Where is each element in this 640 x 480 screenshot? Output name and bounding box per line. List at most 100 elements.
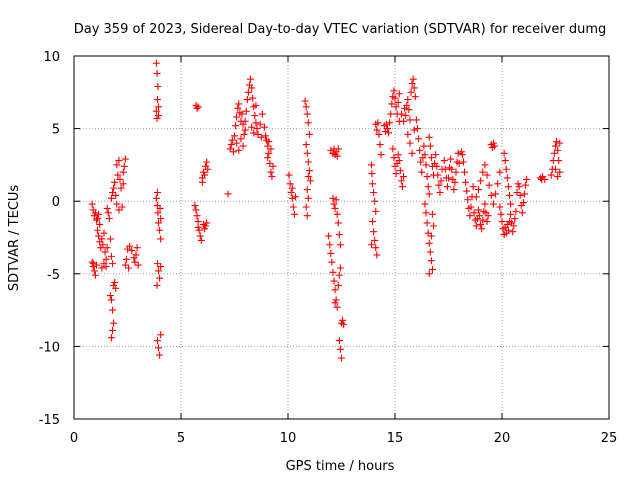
data-point-plus: [406, 116, 414, 124]
data-point-plus: [396, 167, 404, 175]
data-point-plus: [232, 122, 240, 130]
data-point-plus: [201, 171, 209, 179]
data-point-plus: [264, 142, 272, 150]
chart-title: Day 359 of 2023, Sidereal Day-to-day VTE…: [74, 22, 607, 37]
data-point-plus: [552, 165, 559, 173]
data-point-plus: [266, 159, 274, 167]
data-point-plus: [400, 117, 408, 125]
data-point-plus: [285, 171, 293, 179]
data-point-plus: [556, 168, 564, 176]
y-tick-label: -15: [39, 413, 60, 428]
data-point-plus: [233, 139, 241, 147]
data-point-plus: [94, 226, 102, 234]
data-point-plus: [547, 171, 555, 179]
data-point-plus: [447, 155, 455, 163]
data-point-plus: [408, 149, 416, 157]
data-point-plus: [153, 188, 161, 196]
data-point-plus: [415, 135, 423, 143]
data-point-plus: [254, 130, 262, 138]
data-point-plus: [477, 177, 485, 185]
data-point-plus: [154, 82, 162, 90]
data-point-plus: [334, 145, 342, 153]
data-point-plus: [152, 194, 160, 202]
data-point-plus: [121, 261, 129, 269]
data-point-plus: [302, 203, 310, 211]
x-tick-label: 0: [70, 431, 78, 446]
data-point-plus: [331, 204, 339, 212]
data-point-plus: [340, 321, 348, 329]
data-point-plus: [402, 112, 410, 120]
data-point-plus: [497, 210, 505, 218]
data-point-plus: [269, 162, 277, 170]
data-point-plus: [454, 149, 462, 157]
data-point-plus: [470, 209, 478, 217]
data-point-plus: [333, 152, 341, 160]
data-point-plus: [412, 116, 420, 124]
data-point-plus: [289, 203, 297, 211]
data-point-plus: [432, 151, 440, 159]
data-point-plus: [338, 354, 345, 362]
data-point-plus: [478, 225, 486, 233]
data-point-plus: [288, 184, 296, 192]
data-point-plus: [462, 178, 470, 186]
data-point-plus: [367, 241, 375, 249]
data-point-plus: [239, 142, 247, 150]
y-tick-label: 0: [52, 195, 60, 210]
data-point-plus: [466, 212, 474, 220]
data-point-plus: [374, 119, 382, 127]
data-point-plus: [452, 168, 460, 176]
data-point-plus: [101, 248, 109, 256]
data-point-plus: [372, 244, 380, 252]
data-point-plus: [91, 209, 99, 217]
data-point-plus: [339, 316, 347, 324]
data-point-plus: [336, 264, 344, 272]
data-point-plus: [423, 173, 431, 181]
data-point-plus: [267, 145, 275, 153]
x-tick-label: 10: [280, 431, 297, 446]
data-point-plus: [437, 177, 445, 185]
data-point-plus: [304, 119, 312, 127]
data-point-plus: [392, 170, 400, 178]
data-point-plus: [507, 210, 515, 218]
data-point-plus: [301, 97, 309, 105]
data-point-plus: [303, 186, 311, 194]
y-tick-label: 10: [43, 50, 60, 65]
data-point-plus: [487, 191, 495, 199]
data-point-plus: [469, 183, 477, 191]
data-point-plus: [241, 126, 249, 134]
data-point-plus: [523, 175, 531, 183]
data-point-plus: [98, 264, 106, 272]
data-point-plus: [512, 207, 520, 215]
data-point-plus: [472, 193, 480, 201]
data-point-plus: [193, 212, 201, 220]
data-point-plus: [382, 120, 390, 128]
data-point-plus: [110, 184, 118, 192]
data-point-plus: [457, 148, 465, 156]
data-point-plus: [198, 178, 206, 186]
data-point-plus: [248, 84, 256, 92]
data-point-plus: [109, 260, 117, 268]
data-point-plus: [304, 173, 312, 181]
data-point-plus: [330, 277, 338, 285]
data-point-plus: [125, 264, 133, 272]
data-point-plus: [252, 101, 260, 109]
data-point-plus: [244, 88, 252, 96]
data-point-plus: [152, 59, 160, 67]
data-point-plus: [152, 107, 160, 115]
y-tick-label: 5: [52, 123, 60, 138]
data-point-plus: [257, 133, 265, 141]
data-point-plus: [425, 133, 433, 141]
data-point-plus: [133, 244, 141, 252]
data-point-plus: [553, 138, 561, 146]
data-point-plus: [518, 209, 526, 217]
data-point-plus: [459, 158, 467, 166]
data-point-plus: [441, 165, 449, 173]
data-point-plus: [111, 178, 119, 186]
data-point-plus: [474, 186, 482, 194]
data-point-plus: [504, 226, 512, 234]
data-point-plus: [156, 351, 164, 359]
data-point-plus: [489, 200, 497, 208]
data-point-plus: [430, 222, 438, 230]
data-point-plus: [411, 93, 419, 101]
